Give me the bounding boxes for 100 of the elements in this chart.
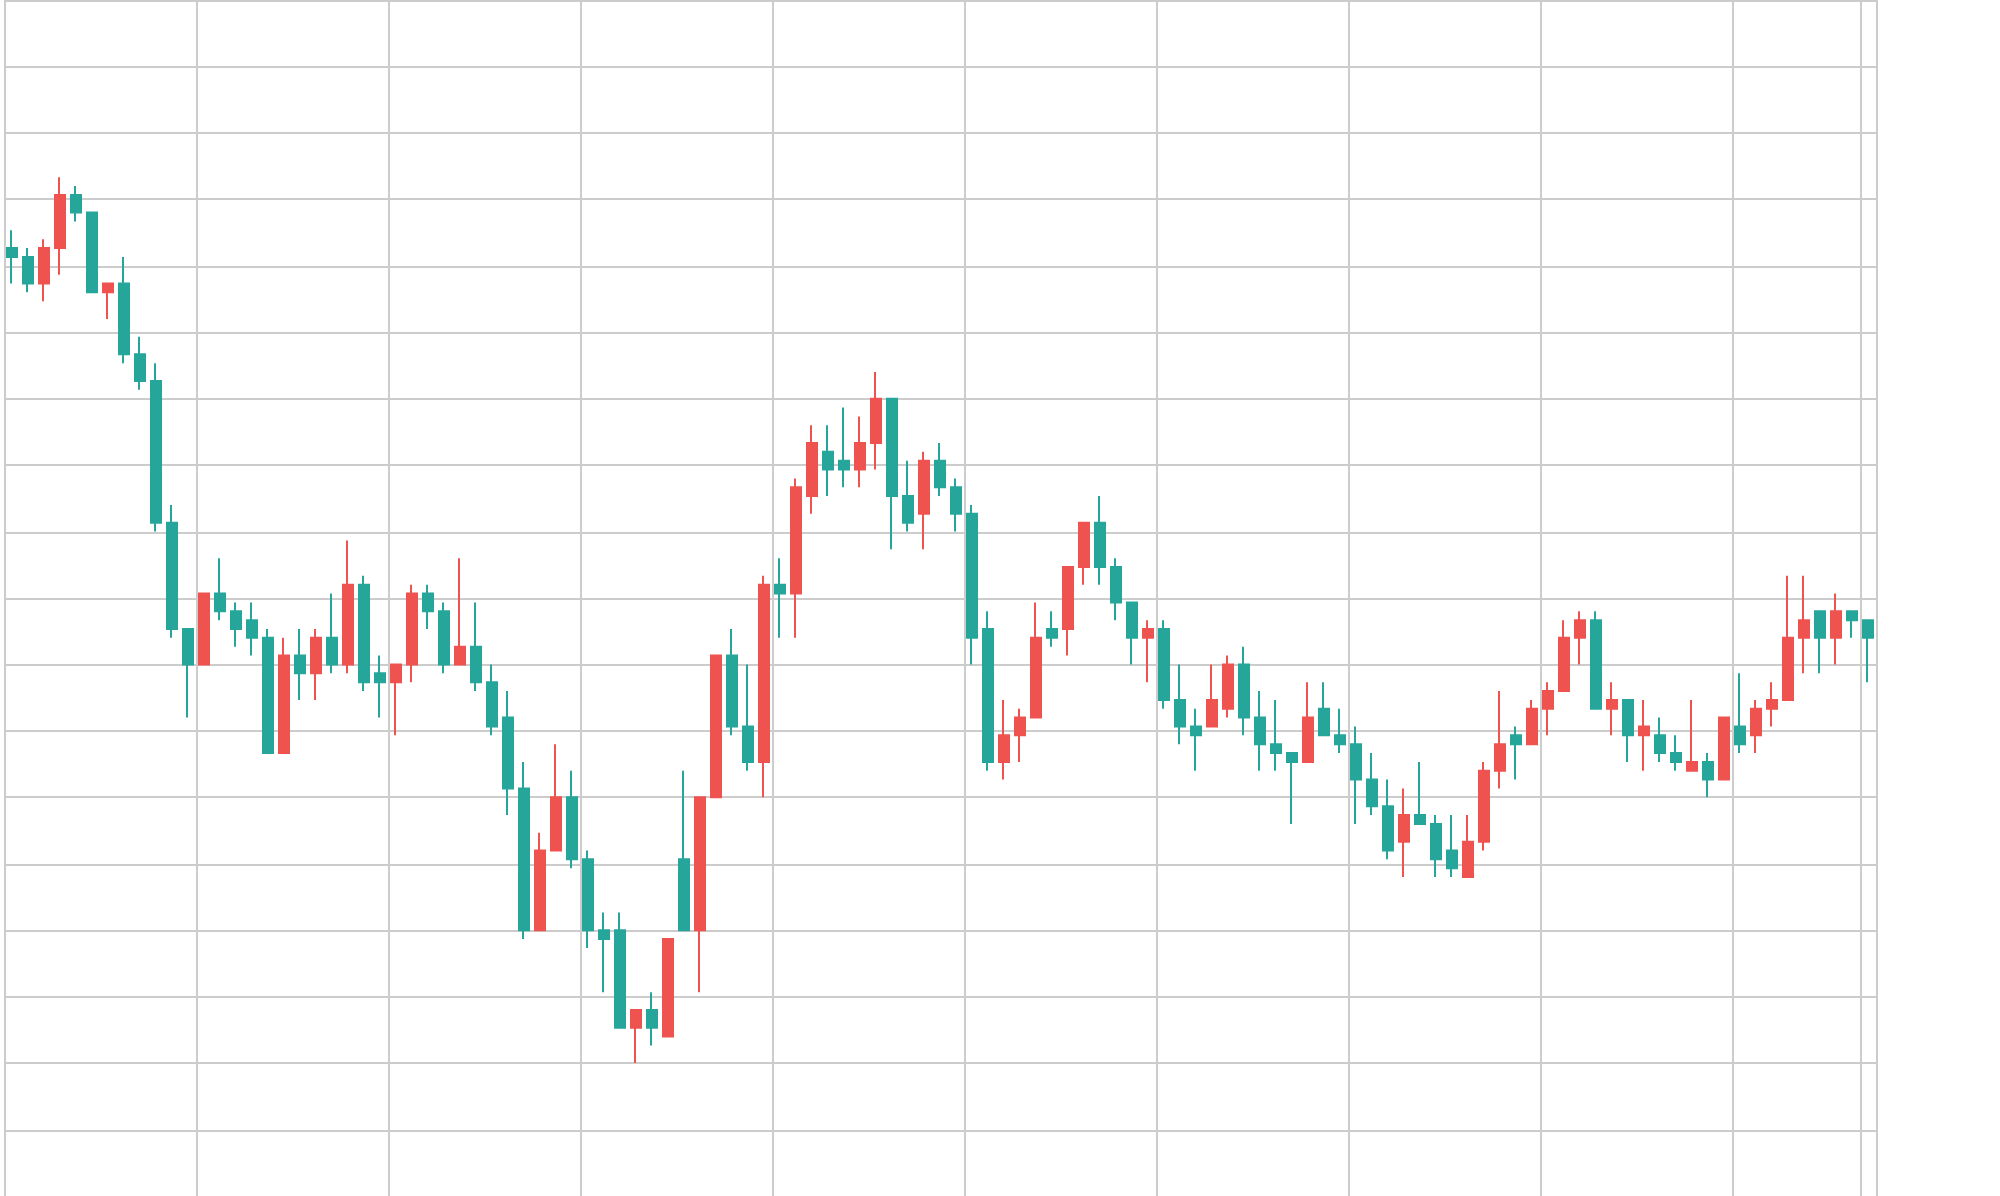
candlestick bbox=[1670, 734, 1682, 772]
candlestick bbox=[342, 539, 354, 675]
candlestick bbox=[1238, 645, 1250, 737]
candlestick bbox=[1014, 707, 1026, 763]
candlestick bbox=[806, 424, 818, 515]
candlestick bbox=[182, 628, 194, 719]
candlestick bbox=[774, 557, 786, 639]
candlestick bbox=[390, 663, 402, 737]
candlestick bbox=[630, 1008, 642, 1065]
candlestick bbox=[982, 610, 994, 772]
candlestick bbox=[294, 628, 306, 701]
candlestick bbox=[1526, 698, 1538, 746]
candlestick bbox=[550, 743, 562, 852]
candlestick bbox=[1478, 760, 1490, 852]
candlestick bbox=[150, 362, 162, 533]
candlestick bbox=[310, 628, 322, 701]
candlestick bbox=[406, 583, 418, 684]
candlestick bbox=[1126, 601, 1138, 666]
candlestick bbox=[1270, 698, 1282, 772]
candlestick bbox=[1062, 565, 1074, 657]
candlestick bbox=[166, 503, 178, 639]
candlestick bbox=[1110, 557, 1122, 622]
candlestick bbox=[198, 592, 210, 666]
candlestick bbox=[70, 185, 82, 223]
candlestick bbox=[1366, 752, 1378, 817]
candlestick bbox=[454, 557, 466, 666]
candlestick bbox=[1142, 619, 1154, 684]
candlestick bbox=[1814, 610, 1826, 675]
candlestick bbox=[1030, 601, 1042, 719]
candlestick bbox=[1158, 619, 1170, 710]
candlestick bbox=[102, 282, 114, 320]
candlestick bbox=[1462, 814, 1474, 879]
candlestick bbox=[1862, 619, 1874, 684]
candlestick bbox=[54, 176, 66, 276]
candlestick bbox=[1382, 778, 1394, 861]
candlestick bbox=[1206, 663, 1218, 728]
candlestick bbox=[438, 601, 450, 675]
candlestick bbox=[662, 938, 674, 1038]
candlestick bbox=[1846, 610, 1858, 639]
candlestick bbox=[22, 247, 34, 294]
candlestick bbox=[214, 557, 226, 622]
candlestick bbox=[1606, 681, 1618, 737]
candlestick bbox=[1782, 574, 1794, 701]
candlestick bbox=[950, 477, 962, 533]
candlestick bbox=[886, 397, 898, 551]
candlestick bbox=[678, 769, 690, 932]
candlestick bbox=[1286, 752, 1298, 825]
candlestick bbox=[854, 415, 866, 489]
candlestick bbox=[582, 849, 594, 949]
candlestick bbox=[262, 628, 274, 755]
candlestick bbox=[710, 654, 722, 799]
candlestick bbox=[566, 769, 578, 870]
candlestick bbox=[422, 583, 434, 631]
candlestick bbox=[1446, 814, 1458, 879]
candlestick bbox=[1622, 698, 1634, 763]
candlestick bbox=[1414, 760, 1426, 825]
candlestick bbox=[1302, 681, 1314, 763]
candlestick bbox=[486, 663, 498, 737]
candlestick bbox=[1398, 787, 1410, 879]
candlestick bbox=[1558, 619, 1570, 693]
candlestick bbox=[822, 424, 834, 498]
candlestick bbox=[1718, 716, 1730, 781]
candlestick bbox=[6, 229, 18, 285]
candlestick bbox=[1654, 716, 1666, 763]
candlestick bbox=[790, 477, 802, 639]
candlestick bbox=[502, 690, 514, 817]
candlestick bbox=[134, 335, 146, 391]
candlestick bbox=[726, 628, 738, 737]
candlestick bbox=[534, 831, 546, 932]
candlestick bbox=[1334, 707, 1346, 755]
candlestick bbox=[1430, 814, 1442, 879]
candlestick bbox=[838, 406, 850, 489]
candlestick bbox=[86, 211, 98, 294]
candlestick bbox=[1174, 663, 1186, 746]
candlestick bbox=[1318, 681, 1330, 737]
candlestick bbox=[694, 796, 706, 994]
candlestick bbox=[518, 760, 530, 941]
candlestick bbox=[998, 698, 1010, 781]
candlestick bbox=[1686, 698, 1698, 772]
candlestick bbox=[230, 601, 242, 648]
candlestick bbox=[1190, 707, 1202, 772]
candlestick bbox=[1510, 725, 1522, 781]
candlestick bbox=[118, 255, 130, 365]
candlestick bbox=[598, 911, 610, 994]
candlestick bbox=[966, 503, 978, 666]
candlestick bbox=[758, 574, 770, 799]
candlestick bbox=[246, 601, 258, 657]
candlestick bbox=[1222, 654, 1234, 719]
candlestick bbox=[742, 663, 754, 772]
candlestick bbox=[1574, 610, 1586, 666]
candlestick bbox=[1702, 752, 1714, 799]
candlestick bbox=[1542, 681, 1554, 737]
candlestick bbox=[38, 238, 50, 303]
candlestick bbox=[374, 654, 386, 719]
candlestick bbox=[902, 459, 914, 533]
candlestick bbox=[1590, 610, 1602, 710]
candlestick bbox=[1046, 610, 1058, 648]
candlestick bbox=[1798, 574, 1810, 675]
candlestick bbox=[934, 441, 946, 498]
candlestick bbox=[614, 911, 626, 1029]
